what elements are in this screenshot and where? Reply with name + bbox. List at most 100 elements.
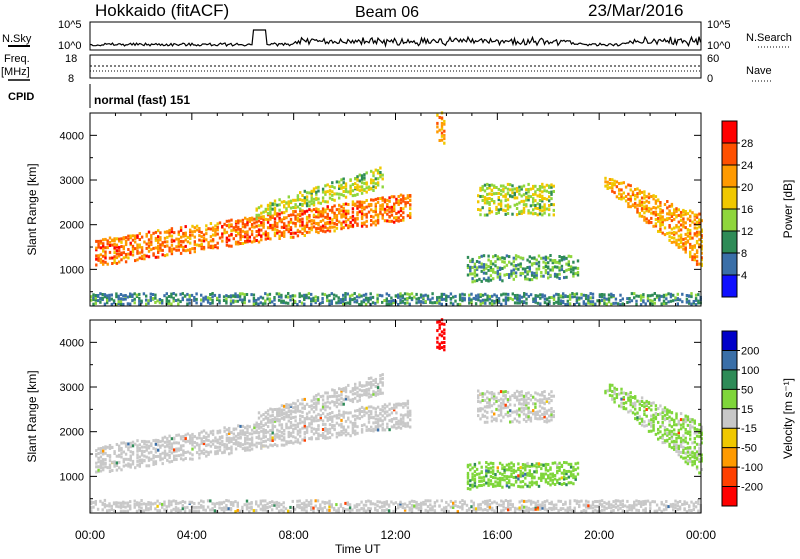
echo-cell xyxy=(260,426,262,429)
echo-cell xyxy=(150,237,152,240)
echo-cell xyxy=(441,303,443,306)
echo-cell xyxy=(130,242,132,245)
echo-cell xyxy=(427,510,429,513)
echo-cell xyxy=(166,230,168,233)
echo-cell xyxy=(278,292,280,295)
echo-cell xyxy=(221,232,223,235)
echo-cell xyxy=(233,226,235,229)
echo-cell xyxy=(493,418,495,421)
echo-cell xyxy=(152,460,154,463)
echo-cell xyxy=(618,182,620,185)
echo-cell xyxy=(492,263,494,266)
echo-cell xyxy=(191,234,193,237)
echo-cell xyxy=(283,510,285,513)
echo-cell xyxy=(143,459,145,462)
echo-cell xyxy=(508,486,510,489)
echo-cell xyxy=(502,195,504,198)
echo-cell xyxy=(246,500,248,503)
echo-cell xyxy=(299,435,301,438)
echo-cell xyxy=(187,236,189,239)
echo-cell xyxy=(691,237,693,240)
echo-cell xyxy=(491,416,493,419)
echo-cell xyxy=(505,193,507,196)
echo-cell xyxy=(636,211,638,214)
echo-cell xyxy=(360,300,362,303)
echo-cell xyxy=(379,424,381,427)
echo-cell xyxy=(191,439,193,442)
echo-cell xyxy=(159,231,161,234)
echo-cell xyxy=(311,436,313,439)
echo-cell xyxy=(687,430,689,433)
echo-cell xyxy=(354,386,356,389)
echo-cell xyxy=(441,508,443,511)
echo-cell xyxy=(343,210,345,213)
echo-cell xyxy=(409,293,411,296)
echo-cell xyxy=(641,396,643,399)
echo-cell xyxy=(382,419,384,422)
echo-cell xyxy=(517,485,519,488)
echo-cell xyxy=(336,180,338,183)
echo-cell xyxy=(200,504,202,507)
echo-cell xyxy=(447,295,449,298)
echo-cell xyxy=(523,292,525,295)
echo-cell xyxy=(501,260,503,263)
echo-cell xyxy=(390,501,392,504)
echo-cell xyxy=(320,226,322,229)
echo-cell xyxy=(370,500,372,503)
echo-cell xyxy=(258,424,260,427)
echo-cell xyxy=(634,188,636,191)
echo-cell xyxy=(239,445,241,448)
echo-cell xyxy=(486,411,488,414)
echo-cell xyxy=(124,506,126,509)
echo-cell xyxy=(563,482,565,485)
echo-cell xyxy=(127,256,129,259)
echo-cell xyxy=(217,446,219,449)
echo-cell xyxy=(299,212,301,215)
echo-cell xyxy=(159,502,161,505)
echo-cell xyxy=(663,300,665,303)
echo-cell xyxy=(393,195,395,198)
echo-cell xyxy=(507,191,509,194)
echo-cell xyxy=(540,467,542,470)
echo-cell xyxy=(340,178,342,181)
echo-cell xyxy=(493,402,495,405)
echo-cell xyxy=(523,418,525,421)
echo-cell xyxy=(443,509,445,512)
echo-cell xyxy=(643,197,645,200)
echo-cell xyxy=(526,462,528,465)
echo-cell xyxy=(558,273,560,276)
echo-cell xyxy=(641,197,643,200)
echo-cell xyxy=(498,392,500,395)
echo-cell xyxy=(518,189,520,192)
echo-cell xyxy=(168,247,170,250)
echo-cell xyxy=(288,404,290,407)
echo-cell xyxy=(241,506,243,509)
echo-cell xyxy=(349,510,351,513)
echo-cell xyxy=(246,221,248,224)
echo-cell xyxy=(116,256,118,259)
echo-cell xyxy=(650,422,652,425)
echo-cell xyxy=(359,399,361,402)
echo-cell xyxy=(379,197,381,200)
echo-cell xyxy=(689,255,691,258)
echo-cell xyxy=(108,294,110,297)
echo-cell xyxy=(361,210,363,213)
echo-cell xyxy=(484,293,486,296)
echo-cell xyxy=(219,446,221,449)
echo-cell xyxy=(201,235,203,238)
echo-cell xyxy=(691,258,693,261)
echo-cell xyxy=(256,225,258,228)
echo-cell xyxy=(537,411,539,414)
echo-cell xyxy=(689,224,691,227)
echo-cell xyxy=(290,214,292,217)
echo-cell xyxy=(522,257,524,260)
echo-cell xyxy=(529,278,531,281)
echo-cell xyxy=(377,213,379,216)
echo-cell xyxy=(143,502,145,505)
echo-cell xyxy=(411,507,413,510)
echo-cell xyxy=(235,439,237,442)
echo-cell xyxy=(111,239,113,242)
echo-cell xyxy=(120,245,122,248)
echo-cell xyxy=(288,414,290,417)
echo-cell xyxy=(668,437,670,440)
